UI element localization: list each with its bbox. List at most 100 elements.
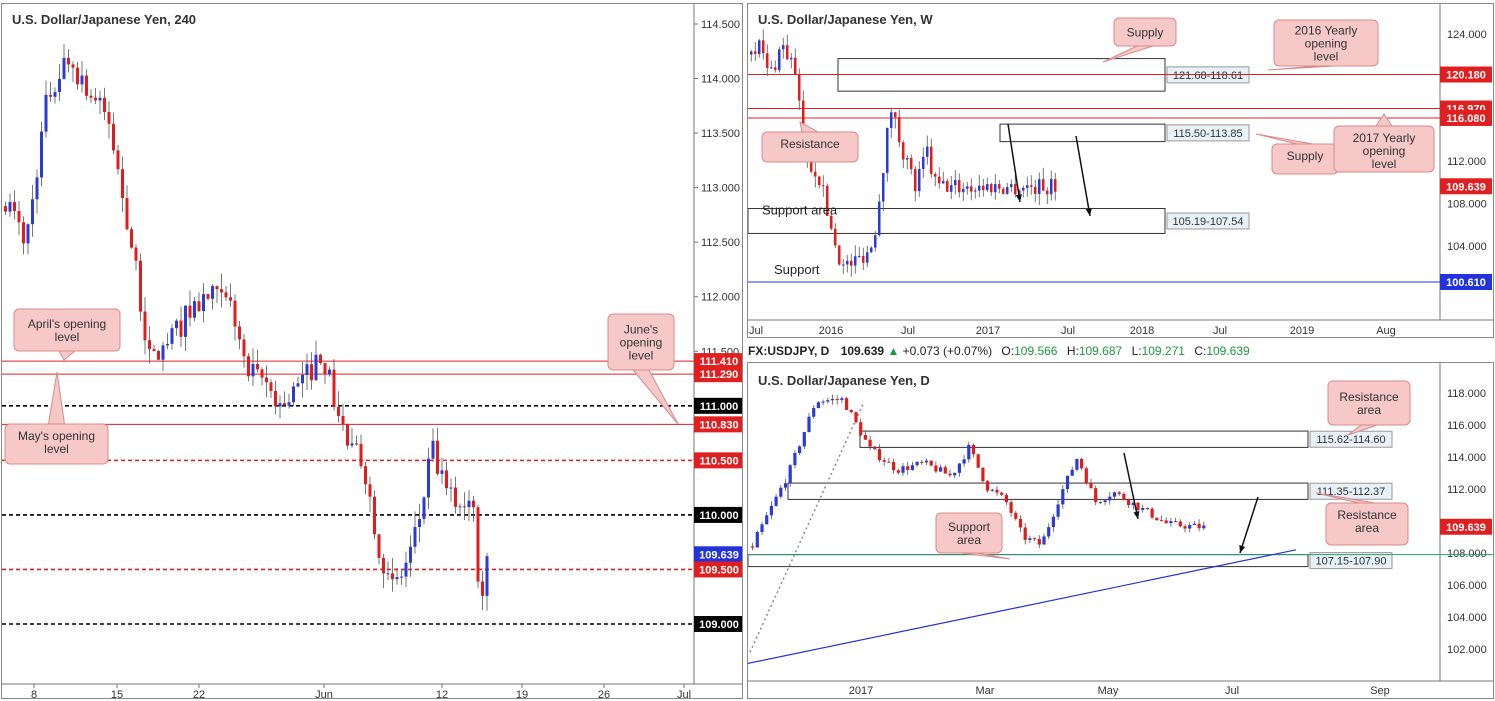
chart-daily-svg[interactable]: 118.000 116.000 114.000 112.000 108.000 106.0… bbox=[748, 363, 1494, 699]
price-tick-label: 108.000 bbox=[1447, 199, 1487, 211]
time-tick-label: Jun bbox=[315, 689, 333, 699]
candle-body bbox=[766, 53, 769, 68]
candle-body bbox=[818, 176, 821, 186]
candles-weekly bbox=[750, 29, 1057, 277]
candle-body bbox=[1002, 188, 1005, 194]
resistance-area-callout-1-box bbox=[1327, 380, 1411, 426]
candle-body bbox=[920, 461, 924, 463]
candle-body bbox=[1192, 523, 1196, 526]
candle-body bbox=[770, 67, 773, 69]
time-tick-label: 12 bbox=[436, 689, 448, 699]
candle-body bbox=[224, 292, 228, 298]
support-area-callout-pointer bbox=[960, 552, 1011, 560]
candle-body bbox=[1155, 517, 1159, 521]
resistance-area-callout-2-box bbox=[1325, 502, 1409, 546]
price-tick-label: 114.000 bbox=[701, 74, 740, 86]
candle-body bbox=[292, 386, 295, 403]
candle-body bbox=[58, 78, 61, 93]
candle-body bbox=[910, 465, 914, 471]
low-label: L: bbox=[1131, 344, 1142, 358]
candle-body bbox=[892, 461, 896, 471]
candle-body bbox=[906, 466, 910, 471]
candle-body bbox=[1018, 518, 1023, 528]
candle-body bbox=[94, 97, 97, 101]
price-badge-bg bbox=[1440, 178, 1492, 195]
candle-body bbox=[834, 228, 837, 246]
candle-body bbox=[1150, 508, 1154, 518]
chart-240-panel[interactable]: 114.500 114.000 113.500 113.000 112.500 112.0… bbox=[1, 3, 743, 699]
candles-daily bbox=[751, 394, 1206, 551]
candle-body bbox=[924, 460, 929, 463]
candle-body bbox=[778, 49, 781, 71]
candle-body bbox=[858, 255, 861, 257]
candle-body bbox=[1050, 179, 1053, 195]
candle-body bbox=[400, 576, 403, 578]
candle-body bbox=[866, 252, 869, 263]
symbol-label: FX:USDJPY, D bbox=[748, 344, 830, 358]
price-badge-bg bbox=[1440, 66, 1492, 83]
price-badge-bg bbox=[694, 561, 742, 578]
candle-body bbox=[170, 328, 174, 344]
zone-label: 115.50-113.85 bbox=[1173, 128, 1242, 140]
candle-body bbox=[754, 51, 757, 54]
candle-body bbox=[157, 351, 160, 360]
chart-240-svg[interactable]: 114.500 114.000 113.500 113.000 112.500 112.0… bbox=[2, 4, 743, 699]
candle-body bbox=[840, 398, 844, 401]
supply-2-callout-pointer bbox=[1255, 133, 1314, 145]
candle-body bbox=[830, 399, 835, 401]
candle-body bbox=[364, 466, 367, 485]
yearly-2017-callout-box bbox=[1333, 125, 1435, 173]
price-tick-label: 113.500 bbox=[701, 128, 740, 140]
price-badge: 109.639 bbox=[699, 549, 739, 561]
candle-body bbox=[994, 184, 997, 193]
candle-body bbox=[990, 489, 994, 491]
candle-body bbox=[874, 235, 877, 248]
candle-body bbox=[71, 64, 75, 68]
price-badge: 111.410 bbox=[700, 356, 739, 368]
candle-body bbox=[922, 156, 925, 169]
candle-body bbox=[193, 301, 196, 318]
chart-daily-panel[interactable]: 118.000 116.000 114.000 112.000 108.000 106.0… bbox=[747, 362, 1494, 699]
candle-body bbox=[1037, 538, 1041, 545]
dotted-trendline bbox=[749, 403, 864, 653]
price-tick-label: 112.000 bbox=[1447, 156, 1486, 168]
candle-body bbox=[220, 289, 223, 293]
candle-body bbox=[902, 142, 905, 160]
candle-body bbox=[76, 67, 79, 85]
price-tick-label: 104.000 bbox=[1447, 241, 1487, 253]
price-badge-bg bbox=[1440, 518, 1492, 535]
candle-body bbox=[85, 75, 88, 96]
chart-title: U.S. Dollar/Japanese Yen, 240 bbox=[12, 12, 196, 27]
price-badge-bg bbox=[1440, 109, 1492, 126]
candle-body bbox=[826, 400, 830, 402]
candle-body bbox=[107, 112, 111, 124]
time-tick-label: 8 bbox=[31, 689, 37, 699]
candle-body bbox=[798, 446, 802, 453]
zone-label-bg bbox=[1309, 552, 1393, 570]
candle-body bbox=[934, 173, 937, 177]
candle-body bbox=[62, 57, 66, 79]
candle-body bbox=[346, 424, 349, 446]
time-tick-label: Jul bbox=[1213, 325, 1227, 337]
candle-body bbox=[794, 57, 797, 75]
supply-2-callout-text: Supply bbox=[1287, 149, 1324, 163]
candle-body bbox=[215, 286, 219, 290]
candle-body bbox=[301, 374, 304, 384]
junes-opening-level-callout-text: opening bbox=[620, 336, 663, 350]
candle-body bbox=[458, 506, 462, 508]
yearly-2017-callout-text: level bbox=[1372, 157, 1397, 171]
candle-body bbox=[939, 467, 943, 472]
candle-body bbox=[948, 473, 952, 476]
candle-body bbox=[970, 186, 973, 192]
yearly-2016-callout-text: opening bbox=[1305, 37, 1348, 51]
candle-body bbox=[918, 168, 921, 192]
candle-body bbox=[314, 354, 318, 381]
chart-weekly-panel[interactable]: 124.000 112.000 108.000 104.000 Jul 2016 Jul 20… bbox=[747, 3, 1494, 338]
candle-body bbox=[1075, 458, 1079, 470]
candle-body bbox=[35, 177, 39, 200]
candle-body bbox=[22, 222, 25, 244]
chart-weekly-svg[interactable]: 124.000 112.000 108.000 104.000 Jul 2016 Jul 20… bbox=[748, 4, 1494, 338]
time-tick-label: 15 bbox=[111, 689, 123, 699]
candle-body bbox=[431, 440, 435, 459]
price-badge-bg bbox=[694, 353, 742, 370]
